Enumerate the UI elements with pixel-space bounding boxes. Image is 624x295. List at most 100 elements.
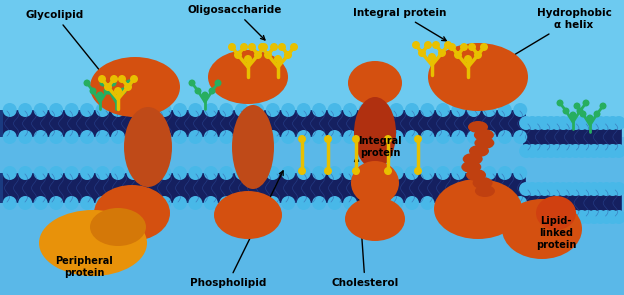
Circle shape [296, 130, 311, 144]
Circle shape [562, 116, 577, 130]
Circle shape [157, 166, 172, 180]
Ellipse shape [352, 167, 360, 175]
Ellipse shape [324, 135, 332, 143]
Circle shape [112, 91, 120, 99]
Ellipse shape [468, 121, 488, 133]
Circle shape [421, 103, 434, 117]
Text: Peripheral
protein: Peripheral protein [55, 256, 113, 278]
Text: Lipid-
linked
protein: Lipid- linked protein [536, 217, 576, 250]
Circle shape [235, 130, 249, 144]
Circle shape [274, 55, 282, 63]
Circle shape [296, 196, 311, 210]
Circle shape [266, 103, 280, 117]
Circle shape [250, 103, 265, 117]
Circle shape [204, 130, 218, 144]
Circle shape [468, 43, 476, 51]
Circle shape [577, 107, 583, 114]
Text: Hydrophobic
α helix: Hydrophobic α helix [488, 8, 612, 71]
Circle shape [281, 166, 295, 180]
Circle shape [405, 196, 419, 210]
Circle shape [111, 103, 125, 117]
Circle shape [581, 182, 595, 196]
Circle shape [556, 182, 570, 196]
Circle shape [568, 210, 583, 224]
Circle shape [532, 116, 545, 130]
Circle shape [18, 166, 32, 180]
Circle shape [606, 210, 620, 224]
Ellipse shape [39, 210, 147, 276]
Ellipse shape [94, 185, 170, 241]
Circle shape [65, 103, 79, 117]
Circle shape [127, 196, 140, 210]
Ellipse shape [474, 137, 494, 149]
Circle shape [312, 196, 326, 210]
Ellipse shape [351, 161, 399, 205]
Circle shape [109, 79, 117, 86]
Circle shape [296, 103, 311, 117]
Circle shape [157, 103, 172, 117]
Circle shape [581, 210, 595, 224]
Ellipse shape [502, 199, 582, 259]
Ellipse shape [348, 61, 402, 105]
Circle shape [606, 144, 620, 158]
Ellipse shape [298, 167, 306, 175]
Circle shape [581, 144, 595, 158]
Circle shape [118, 75, 126, 83]
Circle shape [432, 41, 440, 49]
Circle shape [412, 41, 420, 49]
Circle shape [438, 49, 446, 57]
Circle shape [389, 103, 404, 117]
Circle shape [525, 182, 539, 196]
Ellipse shape [345, 197, 405, 241]
FancyBboxPatch shape [0, 0, 624, 140]
Ellipse shape [324, 167, 332, 175]
Circle shape [482, 130, 496, 144]
Ellipse shape [232, 105, 274, 189]
Circle shape [234, 51, 242, 59]
Circle shape [343, 166, 357, 180]
Ellipse shape [124, 107, 172, 187]
Circle shape [568, 144, 583, 158]
Circle shape [550, 144, 564, 158]
Circle shape [95, 166, 110, 180]
Ellipse shape [469, 145, 489, 157]
Text: Cholesterol: Cholesterol [331, 157, 399, 288]
Circle shape [467, 130, 481, 144]
Circle shape [544, 116, 558, 130]
Circle shape [281, 130, 295, 144]
Circle shape [519, 144, 533, 158]
Circle shape [2, 196, 17, 210]
Circle shape [248, 43, 256, 51]
Circle shape [612, 116, 624, 130]
Circle shape [405, 130, 419, 144]
Circle shape [49, 130, 63, 144]
FancyBboxPatch shape [0, 137, 624, 295]
Ellipse shape [472, 177, 492, 189]
Circle shape [573, 102, 580, 109]
Circle shape [219, 103, 233, 117]
Circle shape [208, 88, 215, 94]
Circle shape [173, 130, 187, 144]
Circle shape [556, 144, 570, 158]
Circle shape [421, 166, 434, 180]
Text: Integral
protein: Integral protein [358, 136, 402, 158]
Circle shape [312, 103, 326, 117]
Circle shape [343, 196, 357, 210]
Circle shape [436, 166, 450, 180]
Circle shape [421, 130, 434, 144]
Circle shape [142, 130, 156, 144]
Circle shape [405, 103, 419, 117]
Circle shape [575, 116, 589, 130]
Circle shape [188, 130, 202, 144]
Circle shape [612, 182, 624, 196]
Circle shape [49, 103, 63, 117]
Circle shape [587, 116, 601, 130]
Circle shape [424, 41, 432, 49]
Circle shape [284, 51, 292, 59]
Circle shape [328, 166, 341, 180]
Circle shape [514, 130, 527, 144]
Ellipse shape [208, 50, 288, 104]
Circle shape [95, 103, 110, 117]
Circle shape [593, 111, 600, 117]
Circle shape [281, 196, 295, 210]
